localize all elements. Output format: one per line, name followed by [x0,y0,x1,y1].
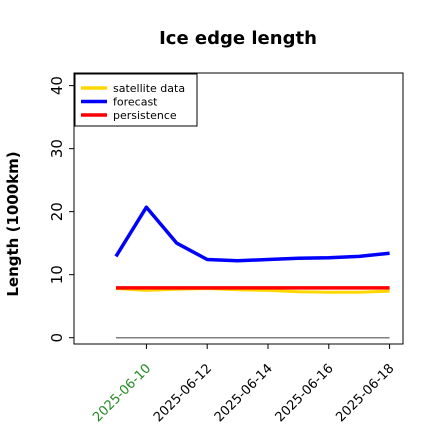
series-line-forecast [114,205,390,263]
chart-title: Ice edge length [159,28,317,49]
legend-label: satellite data [113,82,185,95]
y-tick-label: 20 [48,202,66,221]
y-axis: 0 10 20 30 40 [48,76,74,342]
x-tick-label: 2025-06-18 [333,361,397,425]
x-tick-label: 2025-06-12 [151,361,215,425]
series-layer [114,205,390,294]
y-tick-label: 40 [48,76,66,95]
y-axis-label: Length (1000km) [4,151,22,296]
x-tick-label: 2025-06-10 [90,361,154,425]
y-tick-label: 10 [48,265,66,284]
x-tick-label: 2025-06-16 [273,361,337,425]
y-tick-label: 30 [48,139,66,158]
y-tick-label: 0 [48,333,66,343]
plot-frame [73,72,404,345]
series-line-satellite-data [115,287,390,294]
x-tick-label: 2025-06-14 [212,361,276,425]
legend-label: persistence [113,109,177,122]
legend-label: forecast [113,96,158,109]
x-axis: 2025-06-102025-06-122025-06-142025-06-16… [90,344,397,425]
